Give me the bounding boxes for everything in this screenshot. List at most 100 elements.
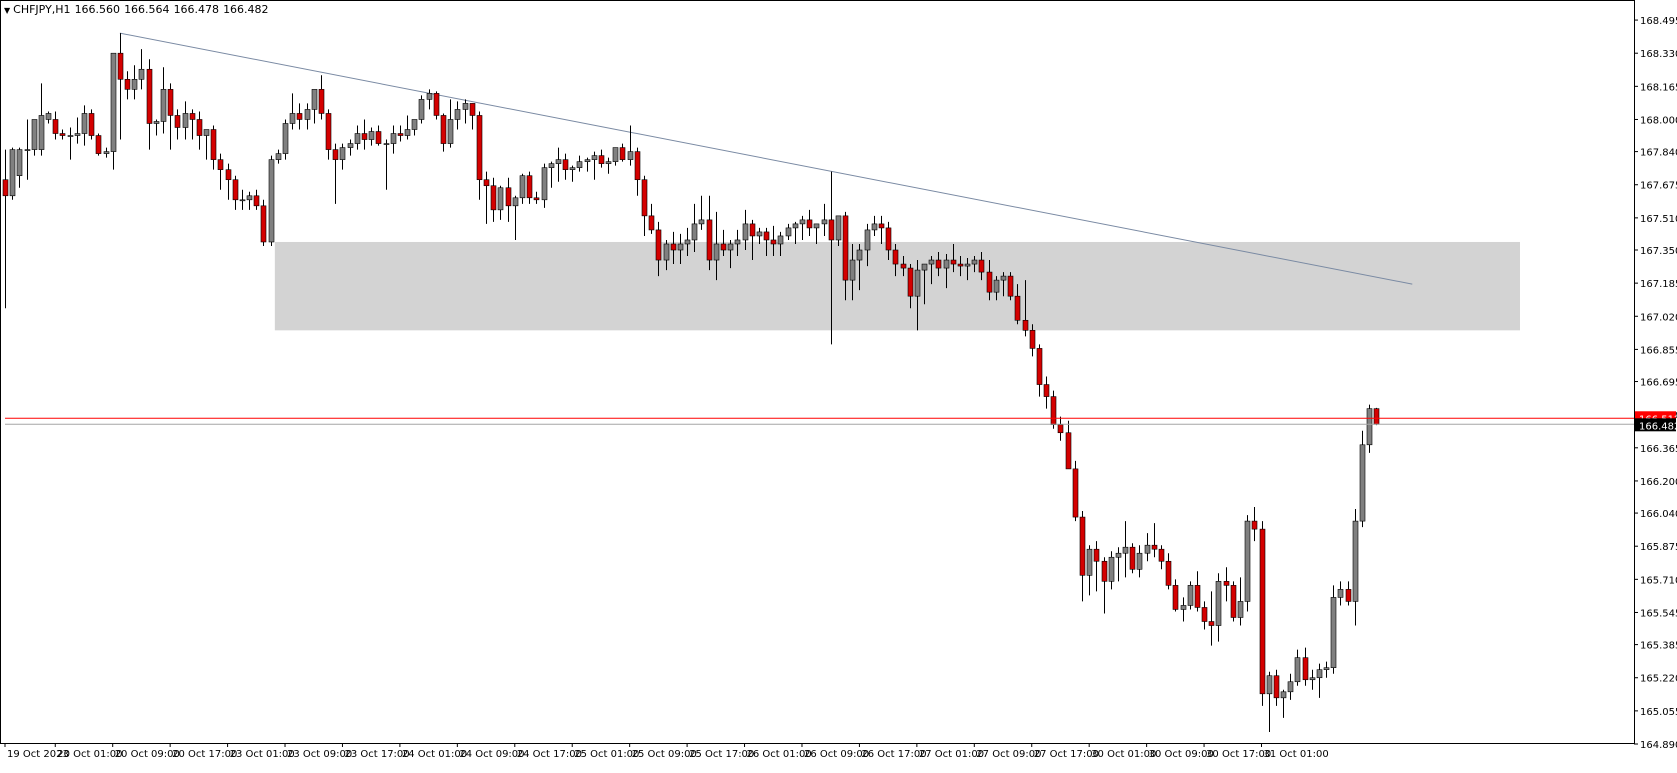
y-tick-label: 166.200	[1640, 477, 1677, 488]
x-tick-label: 23 Oct 17:00	[344, 749, 409, 760]
candle-body	[239, 199, 246, 202]
candle-body	[720, 243, 727, 251]
candle-body	[505, 187, 512, 207]
candle-body	[404, 129, 411, 136]
x-tick-label: 30 Oct 17:00	[1206, 749, 1271, 760]
open-value: 166.560	[74, 3, 121, 16]
y-tick-label: 166.695	[1640, 378, 1677, 389]
candle-body	[1108, 556, 1115, 582]
candle-body	[1373, 408, 1380, 425]
chart-header: ▼ CHFJPY,H1 166.560 166.564 166.478 166.482	[4, 3, 273, 16]
symbol-label: CHFJPY,H1	[13, 3, 71, 16]
candle-body	[619, 147, 626, 160]
candle-body	[1194, 585, 1201, 608]
candle-body	[835, 215, 842, 241]
candle-body	[749, 223, 756, 237]
trendline[interactable]	[119, 32, 1413, 285]
x-tick-label: 23 Oct 01:00	[230, 749, 295, 760]
candle-body	[103, 151, 110, 154]
candle-body	[497, 187, 504, 211]
candle-body	[1352, 520, 1359, 602]
y-tick-label: 168.495	[1640, 16, 1677, 27]
x-tick-label: 20 Oct 17:00	[172, 749, 237, 760]
candle-body	[275, 153, 282, 160]
y-tick-label: 166.365	[1640, 444, 1677, 455]
candle-body	[1180, 605, 1187, 610]
y-tick-label: 168.000	[1640, 115, 1677, 126]
candle-body	[907, 267, 914, 297]
candle-body	[418, 99, 425, 120]
candle-body	[304, 109, 311, 120]
candle-body	[1345, 589, 1352, 602]
candle-body	[928, 259, 935, 265]
candle-body	[1309, 677, 1316, 681]
candle-body	[433, 93, 440, 116]
y-tick-label: 168.165	[1640, 82, 1677, 93]
candle-body	[885, 227, 892, 251]
candle-body	[476, 115, 483, 181]
candle-body	[1050, 396, 1057, 426]
candle-body	[52, 119, 59, 134]
candle-body	[670, 243, 677, 251]
candle-body	[1237, 601, 1244, 618]
candle-body	[964, 263, 971, 267]
candle-body	[167, 89, 174, 116]
candle-body	[253, 195, 260, 207]
candle-body	[411, 119, 418, 130]
candle-body	[763, 231, 770, 241]
candle-body	[131, 79, 138, 90]
x-tick-label: 24 Oct 17:00	[517, 749, 582, 760]
candle-body	[1122, 546, 1129, 554]
candle-body	[1266, 675, 1273, 695]
x-tick-label: 24 Oct 09:00	[459, 749, 524, 760]
x-tick-label: 26 Oct 01:00	[747, 749, 812, 760]
candle-body	[1151, 544, 1158, 550]
x-tick-label: 20 Oct 09:00	[115, 749, 180, 760]
candle-body	[1007, 275, 1014, 297]
candle-body	[864, 229, 871, 251]
candle-body	[1208, 621, 1215, 626]
candle-body	[806, 219, 813, 229]
candle-body	[390, 133, 397, 144]
candle-body	[1129, 546, 1136, 570]
y-tick-label: 167.185	[1640, 279, 1677, 290]
candle-body	[813, 223, 820, 229]
candle-body	[174, 115, 181, 128]
candle-body	[189, 113, 196, 120]
candle-body	[354, 133, 361, 144]
candle-body	[217, 159, 224, 170]
high-value: 166.564	[124, 3, 170, 16]
candle-body	[548, 163, 555, 168]
candle-body	[691, 223, 698, 241]
candle-body	[1366, 408, 1373, 446]
candle-body	[1330, 597, 1337, 668]
menu-triangle-icon[interactable]: ▼	[4, 6, 11, 15]
candle-body	[182, 113, 189, 128]
candle-body	[339, 147, 346, 160]
candle-body	[95, 135, 102, 154]
candle-body	[397, 133, 404, 136]
candle-body	[541, 167, 548, 201]
candle-body	[993, 279, 1000, 293]
x-tick-label: 25 Oct 09:00	[632, 749, 697, 760]
x-tick-label: 25 Oct 01:00	[574, 749, 639, 760]
candle-body	[569, 167, 576, 170]
candle-body	[792, 223, 799, 229]
candle-body	[1302, 657, 1309, 681]
candle-body	[878, 223, 885, 229]
candle-body	[1172, 585, 1179, 610]
candle-body	[526, 175, 533, 199]
candle-body	[260, 205, 267, 243]
candle-body	[727, 243, 734, 251]
x-tick-label: 27 Oct 17:00	[1034, 749, 1099, 760]
candle-body	[2, 179, 9, 197]
candle-body	[296, 113, 303, 120]
candle-body	[706, 219, 713, 261]
candle-body	[1251, 520, 1258, 530]
candle-body	[138, 68, 145, 80]
candle-body	[447, 119, 454, 144]
candle-body	[45, 113, 52, 120]
